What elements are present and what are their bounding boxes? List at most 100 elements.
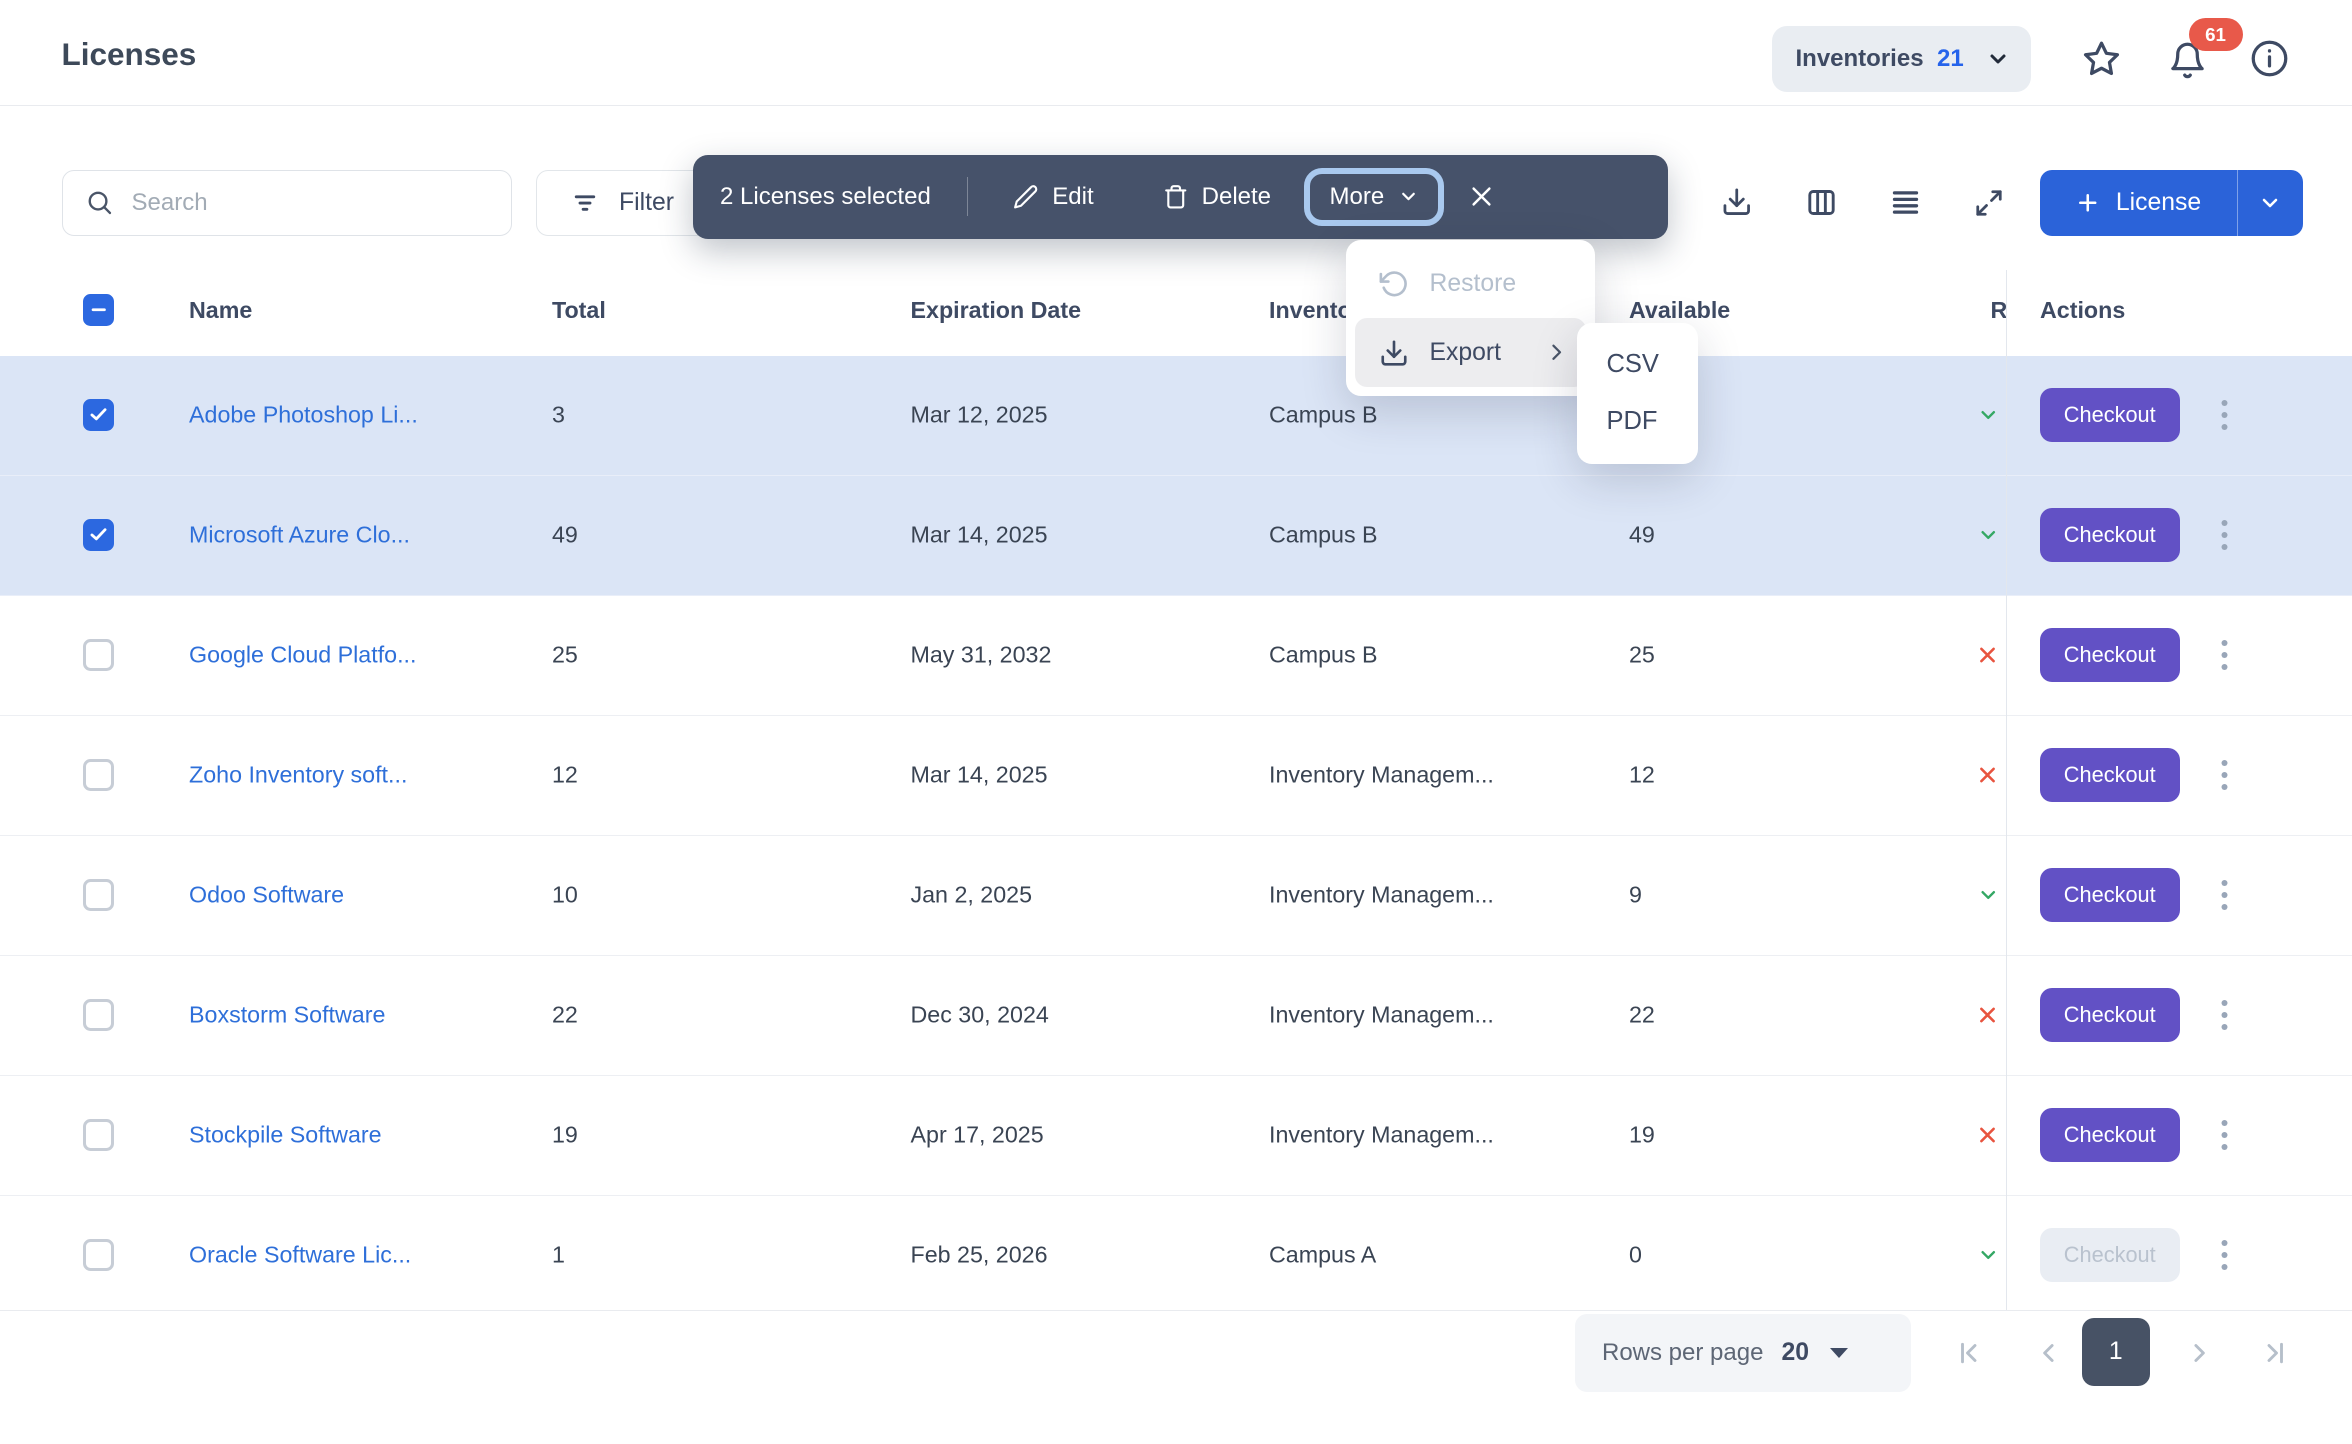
- submenu-item-csv[interactable]: CSV: [1606, 350, 1659, 378]
- row-actions-kebab-icon[interactable]: [2214, 873, 2235, 918]
- table-row: Stockpile Software 19 Apr 17, 2025 Inven…: [0, 1075, 2352, 1196]
- menu-item-restore: Restore: [1355, 249, 1586, 318]
- more-button[interactable]: More: [1304, 167, 1445, 226]
- row-actions-kebab-icon[interactable]: [2214, 393, 2235, 438]
- license-expiration-date: Feb 25, 2026: [910, 1241, 1048, 1268]
- license-total: 12: [552, 761, 578, 788]
- edit-button[interactable]: Edit: [1013, 182, 1094, 211]
- rows-per-page-dropdown[interactable]: Rows per page 20: [1575, 1313, 1911, 1392]
- row-actions-kebab-icon[interactable]: [2214, 1113, 2235, 1158]
- license-expiration-date: May 31, 2032: [910, 641, 1052, 668]
- table-row: Oracle Software Lic... 1 Feb 25, 2026 Ca…: [0, 1195, 2352, 1310]
- bell-icon[interactable]: [2168, 41, 2207, 80]
- select-all-checkbox[interactable]: [82, 294, 114, 326]
- license-inventory: Inventory Managem...: [1269, 881, 1494, 908]
- column-header-available[interactable]: Available: [1629, 297, 1731, 323]
- license-name-link[interactable]: Oracle Software Lic...: [189, 1241, 412, 1268]
- search-box[interactable]: [61, 169, 512, 236]
- column-header-reassignable-clipped[interactable]: R: [1991, 297, 2006, 324]
- info-icon[interactable]: [2250, 39, 2289, 78]
- checkout-button[interactable]: Checkout: [2040, 1228, 2180, 1282]
- checkout-button[interactable]: Checkout: [2040, 868, 2180, 922]
- checkout-button[interactable]: Checkout: [2040, 988, 2180, 1042]
- edit-label: Edit: [1052, 182, 1094, 210]
- favorite-star-icon[interactable]: [2082, 39, 2121, 78]
- table-row: Boxstorm Software 22 Dec 30, 2024 Invent…: [0, 955, 2352, 1076]
- current-page-indicator[interactable]: 1: [2082, 1318, 2150, 1386]
- row-checkbox[interactable]: [82, 1119, 114, 1151]
- column-header-name[interactable]: Name: [189, 297, 253, 323]
- export-download-icon: [1379, 338, 1409, 368]
- page-title: Licenses: [61, 36, 197, 72]
- expand-chevron-icon[interactable]: [1977, 884, 2000, 907]
- row-actions-kebab-icon[interactable]: [2214, 513, 2235, 558]
- license-name-link[interactable]: Adobe Photoshop Li...: [189, 401, 418, 428]
- row-checkbox[interactable]: [82, 879, 114, 911]
- submenu-item-pdf[interactable]: PDF: [1606, 407, 1658, 435]
- checkout-button[interactable]: Checkout: [2040, 748, 2180, 802]
- license-name-link[interactable]: Zoho Inventory soft...: [189, 761, 408, 788]
- checkout-button[interactable]: Checkout: [2040, 388, 2180, 442]
- expand-chevron-icon[interactable]: [1977, 1244, 2000, 1267]
- previous-page-icon[interactable]: [2034, 1338, 2064, 1368]
- delete-button[interactable]: Delete: [1163, 183, 1271, 211]
- inventories-dropdown[interactable]: Inventories 21: [1771, 25, 2032, 92]
- license-name-link[interactable]: Stockpile Software: [189, 1121, 382, 1148]
- delete-label: Delete: [1201, 182, 1272, 210]
- next-page-icon[interactable]: [2184, 1338, 2214, 1368]
- expand-chevron-icon[interactable]: [1977, 524, 2000, 547]
- table-row: Adobe Photoshop Li... 3 Mar 12, 2025 Cam…: [0, 355, 2352, 476]
- license-name-link[interactable]: Microsoft Azure Clo...: [189, 521, 410, 548]
- plus-icon: [2075, 190, 2101, 216]
- last-page-icon[interactable]: [2259, 1338, 2289, 1368]
- search-icon: [85, 188, 114, 217]
- license-name-link[interactable]: Odoo Software: [189, 881, 345, 908]
- row-actions-kebab-icon[interactable]: [2214, 993, 2235, 1038]
- restore-rotate-ccw-icon: [1379, 269, 1409, 299]
- column-header-actions: Actions: [2040, 297, 2126, 323]
- trash-icon: [1163, 184, 1189, 210]
- columns-icon[interactable]: [1805, 186, 1838, 219]
- row-actions-kebab-icon[interactable]: [2214, 1233, 2235, 1278]
- license-total: 10: [552, 881, 578, 908]
- checkout-button[interactable]: Checkout: [2040, 508, 2180, 562]
- more-label: More: [1329, 182, 1385, 210]
- row-checkbox[interactable]: [82, 399, 114, 431]
- row-actions-kebab-icon[interactable]: [2214, 753, 2235, 798]
- add-license-button[interactable]: License: [2040, 170, 2237, 236]
- table-row: Zoho Inventory soft... 12 Mar 14, 2025 I…: [0, 715, 2352, 836]
- table-rows: Adobe Photoshop Li... 3 Mar 12, 2025 Cam…: [0, 355, 2352, 1310]
- row-checkbox[interactable]: [82, 519, 114, 551]
- row-checkbox[interactable]: [82, 639, 114, 671]
- expand-chevron-icon[interactable]: [1977, 404, 2000, 427]
- license-inventory: Inventory Managem...: [1269, 761, 1494, 788]
- license-expiration-date: Apr 17, 2025: [910, 1121, 1044, 1148]
- column-header-expiration-date[interactable]: Expiration Date: [910, 297, 1082, 323]
- checkout-button[interactable]: Checkout: [2040, 628, 2180, 682]
- selection-count-text: 2 Licenses selected: [720, 182, 931, 210]
- license-total: 25: [552, 641, 578, 668]
- export-download-icon[interactable]: [1721, 186, 1753, 218]
- row-density-icon[interactable]: [1889, 186, 1922, 219]
- license-name-link[interactable]: Google Cloud Platfo...: [189, 641, 417, 668]
- not-available-x-icon: [1977, 1005, 1998, 1026]
- menu-item-export[interactable]: Export: [1354, 318, 1586, 387]
- expand-fullscreen-icon[interactable]: [1974, 188, 2004, 218]
- chevron-right-icon: [1545, 341, 1568, 364]
- export-submenu: CSV PDF: [1576, 322, 1698, 464]
- first-page-icon[interactable]: [1955, 1338, 1985, 1368]
- not-available-x-icon: [1977, 645, 1998, 666]
- license-inventory: Inventory Managem...: [1269, 1001, 1494, 1028]
- search-input[interactable]: [128, 187, 493, 218]
- license-available: 0: [1629, 1241, 1642, 1268]
- license-dropdown-chevron-icon[interactable]: [2238, 170, 2303, 236]
- license-name-link[interactable]: Boxstorm Software: [189, 1001, 386, 1028]
- close-selection-icon[interactable]: [1468, 183, 1495, 210]
- row-actions-kebab-icon[interactable]: [2214, 633, 2235, 678]
- license-total: 1: [552, 1241, 565, 1268]
- checkout-button[interactable]: Checkout: [2040, 1108, 2180, 1162]
- row-checkbox[interactable]: [82, 1239, 114, 1271]
- row-checkbox[interactable]: [82, 759, 114, 791]
- row-checkbox[interactable]: [82, 999, 114, 1031]
- column-header-total[interactable]: Total: [552, 297, 606, 323]
